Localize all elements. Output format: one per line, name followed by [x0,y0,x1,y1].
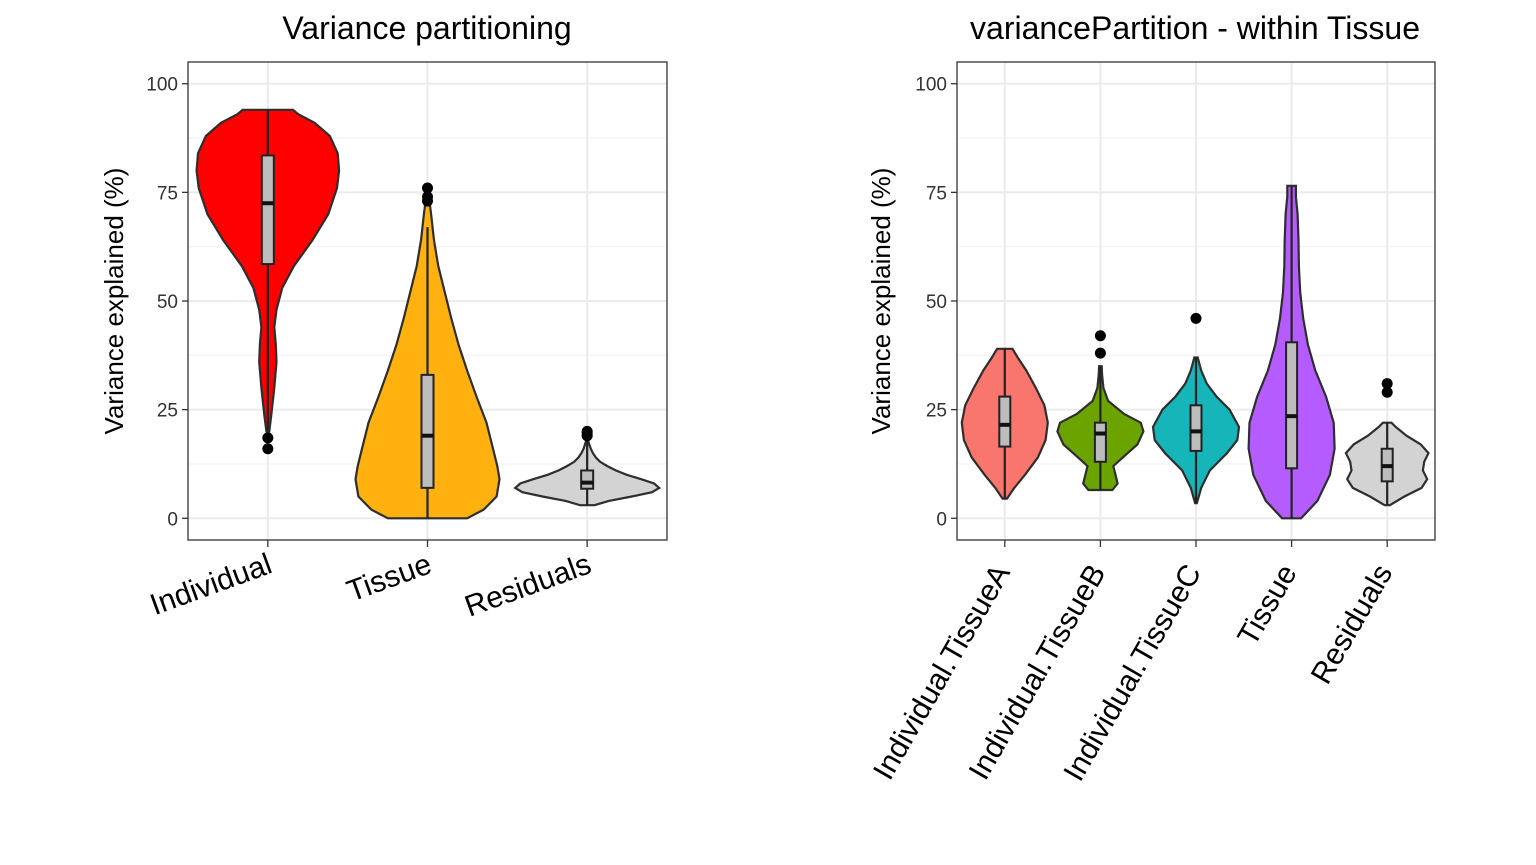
y-tick-label: 100 [915,75,947,96]
outlier-point [1381,386,1393,398]
x-tick-label: Residuals [460,548,595,624]
y-tick-label: 0 [936,509,947,530]
boxplot-box [1093,421,1107,463]
x-tick-label: Tissue [1231,559,1303,651]
boxplot-box [1189,404,1203,452]
violins [195,108,662,520]
outlier-point [1094,330,1106,342]
x-axis: Individual Tissue Residuals [146,540,596,624]
y-axis-label: Variance explained (%) [99,168,129,435]
x-tick-label: Individual [146,548,276,622]
violins [960,184,1430,520]
outlier-point [1190,312,1202,324]
y-tick-label: 0 [167,509,178,530]
y-tick-label: 75 [157,183,178,204]
y-tick-label: 25 [157,401,178,422]
chart-variance-partitioning: Variance partitioning 0 25 50 75 100 Individ… [99,10,668,624]
x-axis: Individual.TissueAIndividual.TissueBIndi… [867,540,1399,787]
boxplot-box [420,373,435,489]
boxplot-box [260,154,275,266]
outlier-point [1094,347,1106,359]
x-tick-label: Tissue [343,548,436,609]
y-axis-label: Variance explained (%) [866,168,896,435]
y-axis: 0 25 50 75 100 [915,75,957,530]
boxplot-box [1285,341,1299,470]
outlier-point [1381,378,1393,390]
y-tick-label: 25 [926,401,947,422]
x-tick-label: Residuals [1305,559,1399,690]
y-tick-label: 100 [146,75,178,96]
outlier-point [262,432,274,444]
y-tick-label: 75 [926,183,947,204]
boxplot-box [580,469,595,490]
outlier-point [581,425,593,437]
outlier-point [422,182,433,194]
chart-title: variancePartition - within Tissue [970,10,1420,46]
outlier-point [422,191,433,203]
y-tick-label: 50 [926,292,947,313]
y-tick-label: 50 [157,292,178,313]
y-axis: 0 25 50 75 100 [146,75,188,530]
chart-variancepartition-within-tissue: variancePartition - within Tissue 0 25 50 7… [866,10,1436,787]
chart-title: Variance partitioning [282,10,571,46]
outlier-point [262,443,274,455]
boxplot-box [998,395,1012,448]
